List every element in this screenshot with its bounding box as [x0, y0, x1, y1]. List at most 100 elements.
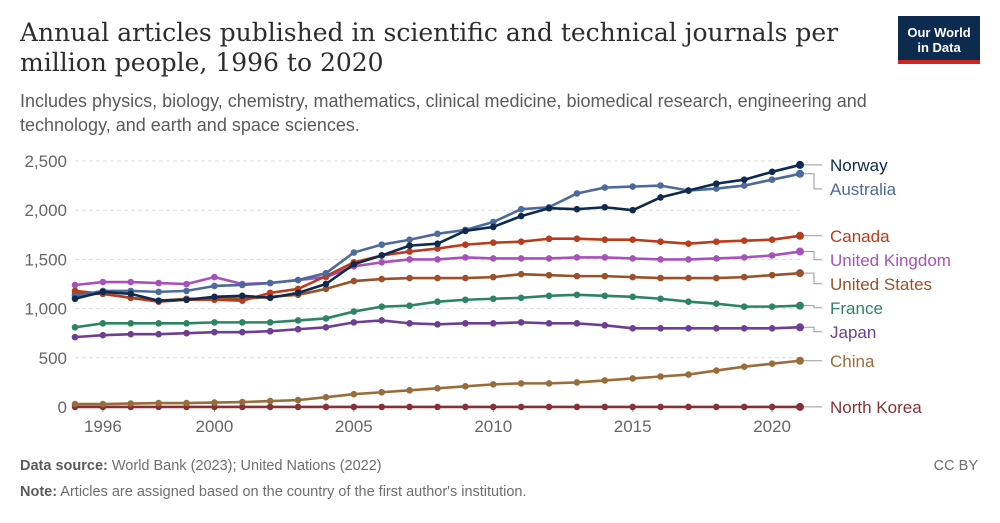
data-point[interactable]	[406, 274, 413, 282]
data-point[interactable]	[378, 241, 386, 248]
data-point[interactable]	[462, 254, 469, 261]
series-label-france[interactable]: France	[830, 299, 883, 318]
data-point[interactable]	[462, 383, 469, 390]
data-point[interactable]	[71, 323, 79, 331]
data-point[interactable]	[601, 272, 609, 280]
data-point[interactable]	[239, 292, 246, 300]
data-point[interactable]	[239, 403, 246, 411]
data-point[interactable]	[545, 271, 553, 279]
data-point[interactable]	[211, 399, 218, 406]
data-point[interactable]	[713, 185, 720, 192]
data-point[interactable]	[517, 319, 525, 326]
data-point[interactable]	[740, 303, 748, 310]
data-point[interactable]	[434, 256, 441, 263]
data-point[interactable]	[489, 403, 497, 411]
data-point[interactable]	[322, 280, 330, 288]
data-point[interactable]	[378, 259, 386, 266]
data-point[interactable]	[266, 397, 274, 405]
data-point[interactable]	[768, 324, 776, 332]
data-point[interactable]	[573, 379, 581, 386]
data-point[interactable]	[350, 261, 358, 268]
data-point[interactable]	[294, 403, 302, 411]
data-point[interactable]	[517, 205, 525, 213]
data-point[interactable]	[434, 298, 441, 306]
data-point[interactable]	[406, 386, 413, 394]
data-point[interactable]	[573, 190, 581, 197]
data-point[interactable]	[601, 377, 609, 384]
data-point[interactable]	[99, 320, 107, 327]
data-point[interactable]	[685, 187, 692, 194]
data-point[interactable]	[322, 315, 330, 322]
data-point[interactable]	[796, 323, 804, 332]
data-point[interactable]	[713, 300, 720, 307]
data-point[interactable]	[127, 290, 135, 298]
data-point[interactable]	[601, 292, 609, 300]
data-point[interactable]	[294, 396, 302, 404]
data-point[interactable]	[322, 393, 330, 401]
data-point[interactable]	[517, 294, 525, 302]
data-point[interactable]	[517, 380, 525, 387]
data-point[interactable]	[768, 271, 776, 279]
data-point[interactable]	[489, 295, 497, 303]
data-point[interactable]	[155, 297, 162, 305]
data-point[interactable]	[685, 403, 692, 411]
data-point[interactable]	[713, 255, 720, 262]
data-point[interactable]	[601, 403, 609, 411]
data-point[interactable]	[768, 403, 776, 411]
data-point[interactable]	[406, 403, 413, 411]
data-point[interactable]	[266, 403, 274, 411]
data-point[interactable]	[266, 327, 274, 335]
data-point[interactable]	[350, 249, 358, 256]
data-point[interactable]	[685, 274, 692, 282]
data-point[interactable]	[629, 236, 636, 244]
data-point[interactable]	[629, 375, 636, 382]
data-point[interactable]	[601, 203, 609, 211]
data-point[interactable]	[489, 255, 497, 262]
data-point[interactable]	[489, 381, 497, 388]
data-point[interactable]	[685, 371, 692, 378]
data-point[interactable]	[99, 278, 107, 286]
data-point[interactable]	[489, 218, 497, 226]
data-point[interactable]	[768, 168, 776, 176]
data-point[interactable]	[713, 324, 720, 332]
data-point[interactable]	[211, 293, 218, 301]
license-link[interactable]: CC BY	[933, 458, 978, 474]
data-point[interactable]	[211, 282, 218, 290]
data-point[interactable]	[462, 296, 469, 304]
data-point[interactable]	[489, 223, 497, 231]
data-point[interactable]	[740, 273, 748, 281]
data-point[interactable]	[155, 399, 162, 407]
data-point[interactable]	[239, 398, 246, 406]
data-point[interactable]	[796, 301, 804, 310]
data-point[interactable]	[434, 321, 441, 328]
data-point[interactable]	[406, 242, 413, 249]
data-point[interactable]	[740, 237, 748, 245]
data-point[interactable]	[740, 324, 748, 332]
data-point[interactable]	[657, 274, 664, 282]
data-point[interactable]	[239, 319, 246, 326]
data-point[interactable]	[434, 385, 441, 392]
data-point[interactable]	[71, 400, 79, 408]
data-point[interactable]	[406, 320, 413, 327]
data-point[interactable]	[434, 403, 441, 411]
data-point[interactable]	[629, 273, 636, 281]
data-point[interactable]	[740, 176, 748, 183]
data-point[interactable]	[740, 363, 748, 370]
data-point[interactable]	[322, 403, 330, 411]
data-point[interactable]	[573, 403, 581, 411]
data-point[interactable]	[155, 320, 162, 327]
data-point[interactable]	[545, 403, 553, 411]
data-point[interactable]	[294, 325, 302, 333]
data-point[interactable]	[462, 227, 469, 235]
data-point[interactable]	[378, 388, 386, 396]
data-point[interactable]	[462, 274, 469, 282]
data-point[interactable]	[378, 303, 386, 310]
data-point[interactable]	[406, 256, 413, 263]
data-point[interactable]	[294, 317, 302, 324]
data-point[interactable]	[601, 184, 609, 191]
data-point[interactable]	[713, 274, 720, 282]
data-point[interactable]	[155, 279, 162, 287]
data-point[interactable]	[462, 320, 469, 327]
data-point[interactable]	[434, 230, 441, 238]
data-point[interactable]	[127, 278, 135, 286]
